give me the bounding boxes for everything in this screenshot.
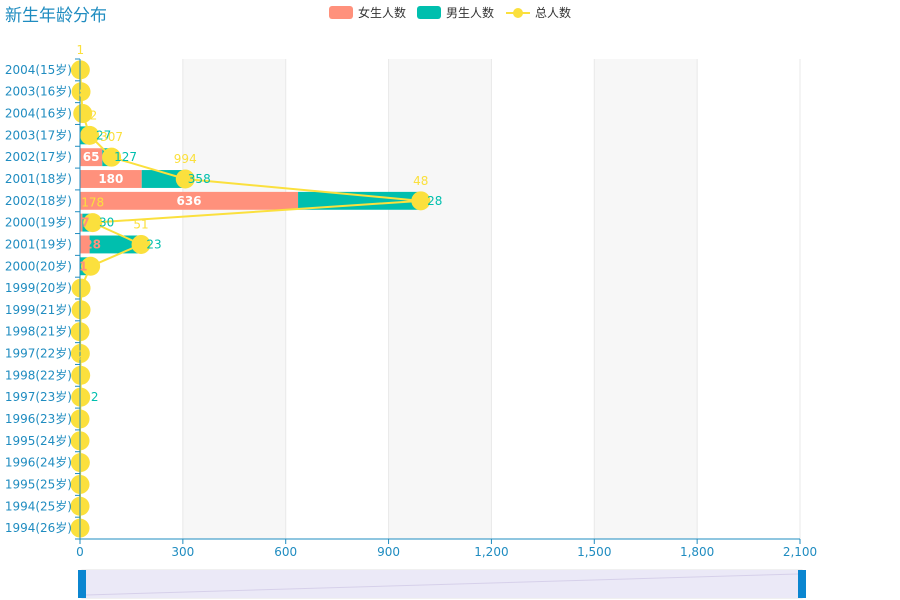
- y-tick-label: 1994(25岁): [5, 498, 72, 513]
- y-tick-label: 1997(23岁): [5, 389, 72, 404]
- legend-item-total[interactable]: 总人数: [506, 4, 571, 21]
- x-tick-label: 0: [76, 545, 84, 559]
- grid-band: [182, 59, 286, 539]
- total-point[interactable]: [73, 104, 93, 124]
- bar-male[interactable]: [298, 191, 421, 210]
- y-tick-label: 1998(21岁): [5, 324, 72, 339]
- data-label: 307: [100, 130, 123, 144]
- total-point[interactable]: [80, 125, 100, 145]
- y-tick-label: 1998(22岁): [5, 367, 72, 382]
- data-label: 1: [79, 259, 87, 273]
- legend-swatch-total: [506, 6, 530, 19]
- bar-female[interactable]: [80, 191, 299, 210]
- legend-item-female[interactable]: 女生人数: [329, 4, 406, 21]
- total-point[interactable]: [175, 169, 195, 189]
- data-label: 1: [77, 43, 85, 57]
- chart-title: 新生年龄分布: [5, 6, 107, 26]
- data-label: 28: [84, 237, 101, 251]
- y-tick-label: 1999(20岁): [5, 280, 72, 295]
- bar-female[interactable]: [80, 170, 142, 188]
- data-label: 636: [176, 194, 201, 208]
- y-tick-label: 2003(17岁): [5, 127, 72, 142]
- legend-item-male[interactable]: 男生人数: [417, 4, 494, 21]
- data-label: 28: [427, 194, 442, 208]
- datazoom-handle-left[interactable]: [78, 570, 86, 598]
- legend-label-total: 总人数: [535, 6, 572, 20]
- total-point[interactable]: [71, 387, 91, 407]
- y-tick-label: 2000(20岁): [5, 258, 72, 273]
- y-tick-label: 2002(17岁): [5, 149, 72, 164]
- x-tick-label: 1,800: [680, 545, 714, 559]
- data-label: 8: [79, 87, 87, 101]
- y-tick-label: 1995(24岁): [5, 433, 72, 448]
- x-tick-label: 300: [171, 545, 194, 559]
- y-tick-label: 2003(16岁): [5, 84, 72, 99]
- y-tick-label: 2004(15岁): [5, 62, 72, 77]
- y-tick-label: 2000(19岁): [5, 215, 72, 230]
- bar-male[interactable]: [141, 170, 186, 188]
- total-point[interactable]: [71, 365, 91, 385]
- data-label: 180: [98, 172, 123, 186]
- data-label: 127: [114, 150, 137, 164]
- total-point[interactable]: [131, 234, 151, 254]
- datazoom-handle-right[interactable]: [798, 570, 806, 598]
- x-tick-label: 1,200: [474, 545, 508, 559]
- legend-swatch-male: [417, 6, 441, 19]
- y-tick-label: 2001(19岁): [5, 236, 72, 251]
- legend: 女生人数 男生人数 总人数: [0, 0, 900, 24]
- total-point[interactable]: [83, 213, 103, 233]
- total-point[interactable]: [102, 147, 122, 167]
- datazoom-sparkline: [85, 573, 799, 596]
- data-label: 65: [83, 150, 100, 164]
- x-tick-label: 600: [274, 545, 297, 559]
- grid-band: [594, 59, 698, 539]
- total-point[interactable]: [71, 300, 91, 320]
- grid-band: [388, 59, 492, 539]
- data-label: 30: [99, 216, 114, 230]
- y-tick-label: 2004(16岁): [5, 106, 72, 121]
- x-tick-label: 900: [377, 545, 400, 559]
- legend-swatch-female: [329, 6, 353, 19]
- y-tick-label: 2002(18岁): [5, 193, 72, 208]
- legend-label-male: 男生人数: [446, 6, 495, 20]
- y-tick-label: 1996(24岁): [5, 455, 72, 470]
- y-tick-label: 1994(26岁): [5, 520, 72, 535]
- total-point[interactable]: [411, 191, 431, 211]
- x-tick-label: 2,100: [783, 545, 817, 559]
- x-tick-label: 1,500: [577, 545, 611, 559]
- data-label: 27: [96, 128, 111, 142]
- data-label: 92: [82, 108, 97, 122]
- total-point[interactable]: [71, 278, 91, 298]
- data-label: 2: [77, 348, 85, 362]
- data-label: 358: [188, 172, 211, 186]
- total-point[interactable]: [71, 82, 91, 102]
- bar-female[interactable]: [80, 148, 103, 167]
- y-tick-label: 1995(25岁): [5, 476, 72, 491]
- total-point[interactable]: [81, 256, 101, 276]
- data-label: 7: [81, 216, 89, 230]
- data-label: 51: [133, 217, 148, 231]
- legend-label-female: 女生人数: [358, 6, 407, 20]
- data-label: 178: [81, 196, 104, 210]
- bar-female[interactable]: [80, 213, 83, 232]
- data-label: 2: [91, 390, 99, 404]
- data-label: 48: [413, 174, 428, 188]
- data-label: 994: [174, 152, 197, 166]
- data-label: 23: [146, 237, 161, 251]
- y-tick-label: 1997(22岁): [5, 346, 72, 361]
- bar-male[interactable]: [89, 235, 140, 254]
- y-tick-label: 2001(18岁): [5, 171, 72, 186]
- y-tick-label: 1996(23岁): [5, 411, 72, 426]
- y-tick-label: 1999(21岁): [5, 302, 72, 317]
- bar-female[interactable]: [80, 235, 90, 254]
